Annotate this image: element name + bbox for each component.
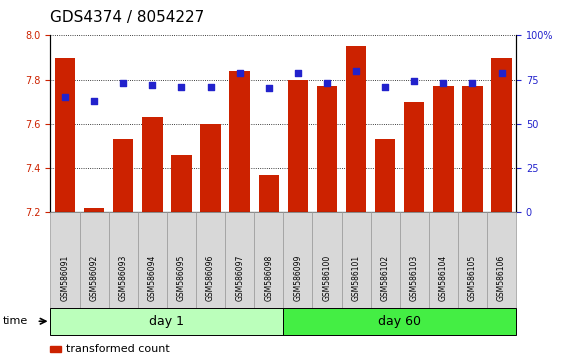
Bar: [259, 175, 279, 212]
Bar: [462, 86, 482, 212]
Text: GSM586098: GSM586098: [264, 255, 273, 301]
Bar: [375, 139, 396, 212]
Text: GSM586093: GSM586093: [119, 255, 128, 301]
Point: [323, 80, 332, 86]
Text: GSM586106: GSM586106: [497, 255, 506, 301]
Bar: [142, 117, 163, 212]
Text: GSM586105: GSM586105: [468, 255, 477, 301]
Text: GSM586092: GSM586092: [90, 255, 99, 301]
Point: [352, 68, 361, 74]
Point: [206, 84, 215, 90]
Bar: [491, 57, 512, 212]
Bar: [171, 155, 192, 212]
Text: GSM586104: GSM586104: [439, 255, 448, 301]
Bar: [55, 57, 75, 212]
Bar: [433, 86, 453, 212]
Text: GSM586099: GSM586099: [293, 255, 302, 301]
Text: GSM586101: GSM586101: [352, 255, 361, 301]
Point: [439, 80, 448, 86]
Point: [293, 70, 302, 75]
Bar: [404, 102, 425, 212]
Point: [468, 80, 477, 86]
Point: [264, 86, 273, 91]
Text: GSM586096: GSM586096: [206, 255, 215, 301]
Text: GSM586102: GSM586102: [381, 255, 390, 301]
Point: [497, 70, 506, 75]
Text: GSM586094: GSM586094: [148, 255, 157, 301]
Point: [119, 80, 128, 86]
Bar: [113, 139, 134, 212]
Bar: [200, 124, 220, 212]
Text: transformed count: transformed count: [66, 344, 170, 354]
Point: [148, 82, 157, 88]
Point: [410, 79, 419, 84]
Text: GSM586103: GSM586103: [410, 255, 419, 301]
Text: day 1: day 1: [149, 315, 185, 328]
Bar: [288, 80, 308, 212]
Point: [235, 70, 244, 75]
Point: [177, 84, 186, 90]
Point: [90, 98, 99, 104]
Text: GSM586100: GSM586100: [323, 255, 332, 301]
Text: GSM586097: GSM586097: [235, 255, 244, 301]
Text: GSM586091: GSM586091: [61, 255, 70, 301]
Point: [381, 84, 390, 90]
Text: GSM586095: GSM586095: [177, 255, 186, 301]
Text: time: time: [3, 316, 28, 326]
Point: [61, 95, 70, 100]
Text: day 60: day 60: [378, 315, 421, 328]
Bar: [84, 208, 104, 212]
Bar: [346, 46, 366, 212]
Bar: [229, 71, 250, 212]
Text: GDS4374 / 8054227: GDS4374 / 8054227: [50, 10, 205, 25]
Bar: [317, 86, 337, 212]
